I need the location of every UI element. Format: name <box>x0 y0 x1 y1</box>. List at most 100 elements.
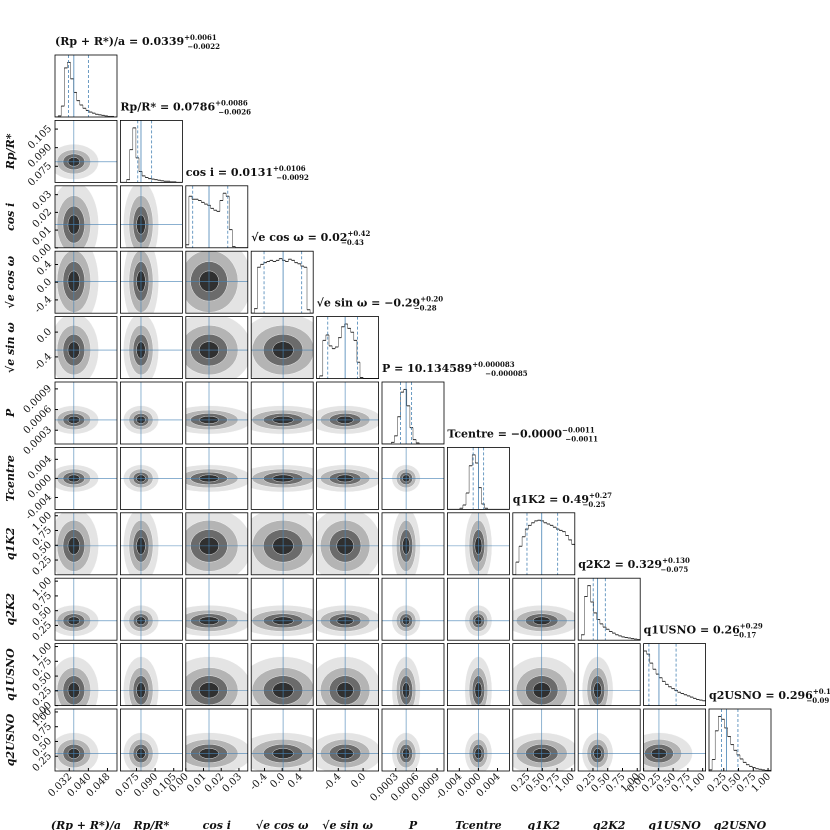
panel <box>709 709 771 771</box>
panel-frame <box>185 577 249 641</box>
panel-frame <box>54 577 118 641</box>
panel <box>316 382 379 444</box>
panel-frame <box>577 643 641 706</box>
panel-frame <box>250 446 314 510</box>
panel <box>382 578 444 641</box>
panel-frame <box>54 316 118 380</box>
x-tick-label: 0.4 <box>286 771 305 790</box>
title-upper: +0.20 <box>420 295 443 304</box>
panel-title: √e cos ω = 0.02+0.42 −0.43 <box>251 229 370 247</box>
x-tick-label: 0.0 <box>268 771 287 790</box>
panel <box>185 185 248 248</box>
title-lower: −0.000085 <box>485 369 528 378</box>
title-lower: −0.43 <box>341 238 364 247</box>
x-axis-label: √e sin ω <box>322 819 373 830</box>
panel <box>55 55 117 117</box>
panel <box>316 709 379 771</box>
hist-outline <box>578 585 641 641</box>
panel-frame <box>120 446 183 510</box>
y-axis-label: √e cos ω <box>4 255 17 308</box>
panel <box>120 709 183 771</box>
panel <box>251 251 314 314</box>
panel-frame <box>250 381 314 445</box>
panel <box>643 709 706 771</box>
x-axis-label: q1K2 <box>528 819 561 830</box>
x-axis-label: q2K2 <box>593 819 626 830</box>
panel <box>120 382 183 444</box>
panel <box>578 643 641 706</box>
panel <box>55 709 117 771</box>
title-upper: +0.29 <box>740 622 763 631</box>
title-text: cos i = 0.0131 <box>186 166 273 179</box>
panel <box>382 512 444 575</box>
panel-frame <box>381 708 445 772</box>
title-text: (Rp + R*)/a = 0.0339 <box>55 35 184 48</box>
hist-outline <box>643 650 706 706</box>
panel-frame <box>185 512 249 576</box>
panel <box>120 643 183 706</box>
hist-outline <box>512 519 575 575</box>
panel-frame <box>316 577 380 641</box>
panel <box>512 512 575 575</box>
title-text: √e cos ω = 0.02 <box>251 231 347 244</box>
panel <box>185 382 248 444</box>
panel <box>512 709 575 771</box>
panel <box>120 185 183 248</box>
panel <box>120 120 183 183</box>
panel-frame <box>54 185 118 249</box>
panel-title: Rp/R* = 0.0786+0.0086 −0.0026 <box>120 98 251 116</box>
panel-frame <box>54 512 118 576</box>
panel <box>382 447 444 510</box>
panel-title: cos i = 0.0131+0.0106 −0.0092 <box>186 164 309 182</box>
panel <box>447 512 510 575</box>
panel-frame <box>185 250 249 314</box>
title-upper: +0.27 <box>589 491 612 500</box>
panel <box>55 447 117 510</box>
panel <box>185 709 248 771</box>
title-upper: +0.13 <box>813 687 830 696</box>
panel <box>382 709 444 771</box>
x-tick-label: 0.0 <box>349 771 368 790</box>
title-upper: +0.000083 <box>472 360 515 369</box>
x-tick-label: 0.03 <box>221 771 245 795</box>
panel-frame <box>120 120 183 183</box>
y-axis-label: q2USNO <box>4 713 17 766</box>
panel <box>120 316 183 379</box>
panel-frame <box>185 643 249 706</box>
panel-frame <box>381 577 445 641</box>
panel <box>120 447 183 510</box>
panel-frame <box>120 643 183 706</box>
panel <box>578 709 641 771</box>
panel-frame <box>643 708 706 772</box>
title-lower: −0.0026 <box>218 107 251 116</box>
panel-title: q1K2 = 0.49+0.27 −0.25 <box>513 491 612 509</box>
panel <box>251 643 314 706</box>
hist-outline <box>382 389 444 444</box>
panel-frame <box>120 381 183 445</box>
panel <box>55 643 117 706</box>
panel-frame <box>120 708 183 772</box>
panel-frame <box>446 446 510 510</box>
hist-outline <box>709 716 771 771</box>
panel <box>447 447 510 510</box>
panel-title: P = 10.134589+0.000083 −0.000085 <box>382 360 528 378</box>
panel-frame <box>54 708 118 772</box>
panel-frame <box>185 185 249 249</box>
y-tick-label: -0.4 <box>33 294 54 315</box>
panel-title: q2K2 = 0.329+0.130 −0.075 <box>578 556 690 574</box>
x-tick-label: 0.01 <box>185 771 209 795</box>
y-tick-label: 0.02 <box>31 207 55 231</box>
panel-frame <box>512 643 576 706</box>
panel <box>316 643 379 706</box>
panel-frame <box>120 250 183 314</box>
panel <box>185 578 248 641</box>
panel-frame <box>708 708 772 772</box>
title-lower: −0.25 <box>583 500 606 509</box>
panel <box>447 709 510 771</box>
panel-frame <box>512 512 576 576</box>
panel <box>251 447 314 510</box>
panel-title: q1USNO = 0.26+0.29 −0.17 <box>644 622 763 640</box>
panel-title: (Rp + R*)/a = 0.0339+0.0061 −0.0022 <box>55 33 220 51</box>
y-axis-label: P <box>4 408 17 418</box>
panel <box>578 578 641 641</box>
